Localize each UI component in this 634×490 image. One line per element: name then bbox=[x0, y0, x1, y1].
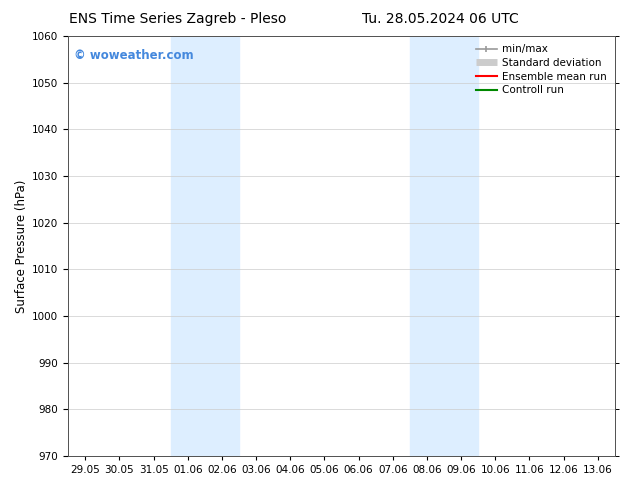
Text: © woweather.com: © woweather.com bbox=[74, 49, 193, 62]
Bar bbox=[410, 36, 478, 456]
Text: ENS Time Series Zagreb - Pleso: ENS Time Series Zagreb - Pleso bbox=[69, 12, 286, 26]
Bar bbox=[171, 36, 239, 456]
Text: Tu. 28.05.2024 06 UTC: Tu. 28.05.2024 06 UTC bbox=[362, 12, 519, 26]
Legend: min/max, Standard deviation, Ensemble mean run, Controll run: min/max, Standard deviation, Ensemble me… bbox=[472, 41, 610, 98]
Y-axis label: Surface Pressure (hPa): Surface Pressure (hPa) bbox=[15, 179, 28, 313]
